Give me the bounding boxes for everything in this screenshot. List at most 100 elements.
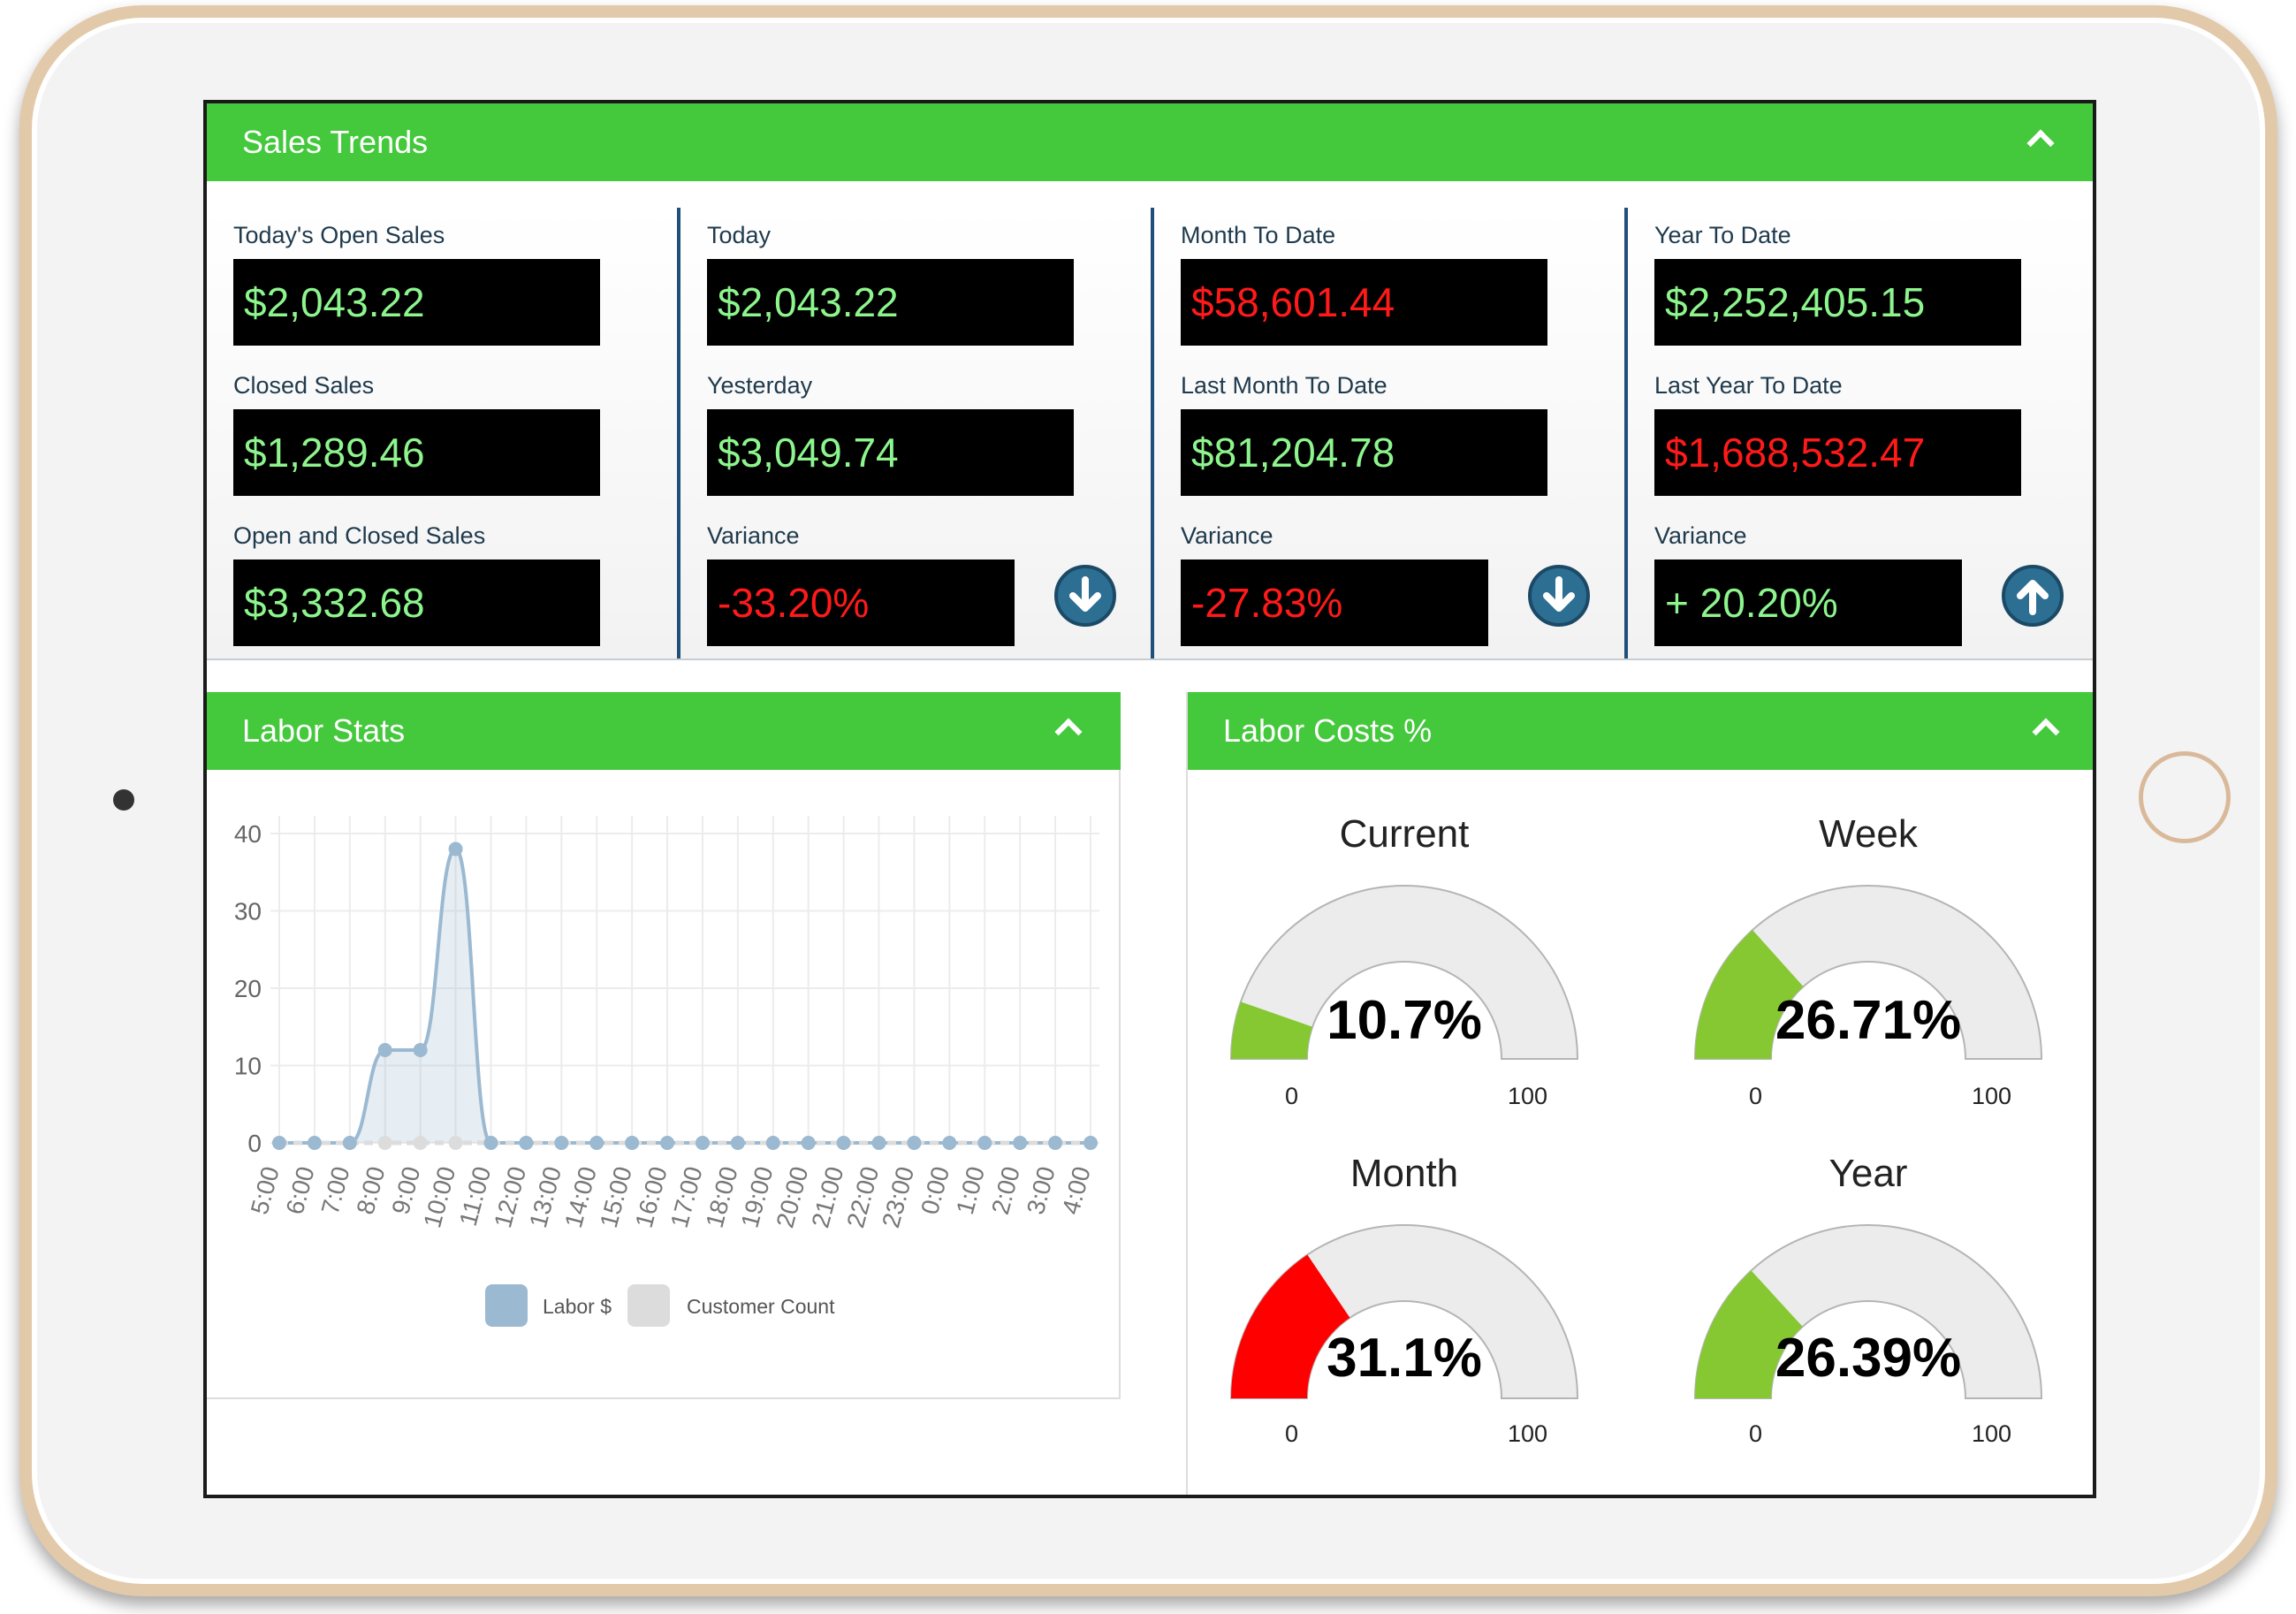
gauge-value-month: 31.1% [1327, 1328, 1482, 1389]
metric-label: Yesterday [707, 372, 813, 399]
gauge-fill [1695, 930, 1804, 1059]
metric-value: $1,688,532.47 [1654, 409, 2021, 496]
x-tick-label: 0:00 [916, 1164, 954, 1218]
gauge-value-week: 26.71% [1775, 990, 1962, 1051]
arrow-up-circle-icon [2002, 565, 2064, 627]
labor-point[interactable] [272, 1136, 286, 1150]
metric-label: Today's Open Sales [233, 222, 445, 248]
arrow-down-circle-icon [1528, 565, 1590, 627]
labor-point[interactable] [342, 1136, 357, 1150]
labor-point[interactable] [377, 1043, 392, 1057]
labor-point[interactable] [625, 1136, 640, 1150]
gauge-current [1229, 885, 1579, 1060]
x-tick-label: 3:00 [1022, 1164, 1061, 1218]
metric-label: Month To Date [1181, 222, 1336, 248]
variance-value: -33.20% [707, 560, 1015, 646]
labor-point[interactable] [942, 1136, 957, 1150]
x-tick-label: 1:00 [951, 1164, 990, 1218]
labor-point[interactable] [801, 1136, 816, 1150]
collapse-chevron-up-icon[interactable] [2032, 718, 2060, 746]
legend-swatch-customer-count[interactable] [627, 1284, 670, 1327]
labor-costs-header[interactable]: Labor Costs % [1188, 692, 2093, 770]
gauge-title-month: Month [1349, 1152, 1459, 1195]
y-tick-label: 20 [234, 975, 262, 1002]
metric-label: Variance [707, 522, 800, 549]
labor-area-fill [279, 849, 1091, 1143]
labor-point[interactable] [519, 1136, 534, 1150]
metric-value: $2,043.22 [233, 259, 600, 346]
metric-value: $81,204.78 [1181, 409, 1547, 496]
sales-trends-header[interactable]: Sales Trends [207, 103, 2093, 181]
gauge-track [1693, 1224, 2043, 1399]
metric-label: Year To Date [1654, 222, 1791, 248]
gauge-min-year: 0 [1749, 1420, 1763, 1447]
gauge-max-month: 100 [1508, 1420, 1548, 1447]
labor-point[interactable] [836, 1136, 851, 1150]
gauge-month [1229, 1224, 1579, 1399]
variance-value: -27.83% [1181, 560, 1488, 646]
gauge-min-current: 0 [1285, 1083, 1299, 1109]
gauge-title-week: Week [1819, 812, 1918, 856]
labor-costs-title: Labor Costs % [1223, 712, 1433, 749]
metric-value: $2,252,405.15 [1654, 259, 2021, 346]
sales-trends-body: Today's Open Sales $2,043.22 Closed Sale… [207, 208, 2093, 660]
customer-count-point[interactable] [448, 1136, 463, 1150]
customer-count-point[interactable] [413, 1136, 428, 1150]
x-tick-label: 6:00 [281, 1164, 320, 1218]
labor-point[interactable] [871, 1136, 886, 1150]
metric-value: $3,049.74 [707, 409, 1074, 496]
sales-column-open-closed: Today's Open Sales $2,043.22 Closed Sale… [207, 208, 680, 659]
variance-value: + 20.20% [1654, 560, 1962, 646]
y-tick-label: 10 [234, 1053, 262, 1080]
metric-value: $3,332.68 [233, 560, 600, 646]
legend-label-customer-count: Customer Count [687, 1295, 835, 1318]
labor-point[interactable] [730, 1136, 745, 1150]
x-tick-label: 8:00 [351, 1164, 390, 1218]
camera-dot [113, 789, 134, 811]
labor-stats-chart: 4030201005:006:007:008:009:0010:0011:001… [234, 816, 1099, 1230]
y-tick-label: 30 [234, 898, 262, 925]
labor-point[interactable] [1013, 1136, 1028, 1150]
labor-point[interactable] [1083, 1136, 1098, 1150]
gauge-fill [1231, 1001, 1313, 1059]
collapse-chevron-up-icon[interactable] [1054, 718, 1083, 746]
labor-point[interactable] [765, 1136, 780, 1150]
labor-point[interactable] [483, 1136, 498, 1150]
x-tick-label: 2:00 [986, 1164, 1025, 1218]
gauge-fill [1231, 1254, 1350, 1398]
x-tick-label: 4:00 [1057, 1164, 1096, 1218]
home-button[interactable] [2139, 751, 2231, 843]
labor-point[interactable] [660, 1136, 675, 1150]
labor-point[interactable] [307, 1136, 322, 1150]
gauge-min-week: 0 [1749, 1083, 1763, 1109]
metric-value: $2,043.22 [707, 259, 1074, 346]
labor-point[interactable] [977, 1136, 992, 1150]
gauge-value-year: 26.39% [1775, 1328, 1962, 1389]
legend-swatch-labor[interactable] [485, 1284, 528, 1327]
gauge-min-month: 0 [1285, 1420, 1299, 1447]
labor-stats-title: Labor Stats [242, 712, 406, 749]
gauge-week [1693, 885, 2043, 1060]
labor-point[interactable] [907, 1136, 922, 1150]
labor-point[interactable] [589, 1136, 604, 1150]
sales-trends-title: Sales Trends [242, 124, 429, 160]
legend-label-labor: Labor $ [543, 1295, 612, 1318]
dashboard-screen: Sales Trends Today's Open Sales $2,043.2… [203, 100, 2096, 1498]
y-tick-label: 40 [234, 820, 262, 848]
labor-point[interactable] [448, 841, 463, 856]
collapse-chevron-up-icon[interactable] [2026, 129, 2055, 157]
labor-point[interactable] [695, 1136, 710, 1150]
labor-stats-header[interactable]: Labor Stats [207, 692, 1121, 770]
labor-costs-panel: Labor Costs % Current 10.7% 0 100 Week 2… [1186, 692, 2093, 1495]
metric-label: Closed Sales [233, 372, 375, 399]
gauge-max-year: 100 [1972, 1420, 2012, 1447]
labor-point[interactable] [554, 1136, 569, 1150]
y-tick-label: 0 [247, 1130, 262, 1157]
labor-point[interactable] [1048, 1136, 1063, 1150]
gauge-fill [1695, 1270, 1803, 1398]
labor-point[interactable] [413, 1043, 428, 1057]
gauge-title-current: Current [1339, 812, 1470, 856]
metric-label: Today [707, 222, 772, 248]
customer-count-point[interactable] [377, 1136, 392, 1150]
gauge-track [1229, 885, 1579, 1060]
